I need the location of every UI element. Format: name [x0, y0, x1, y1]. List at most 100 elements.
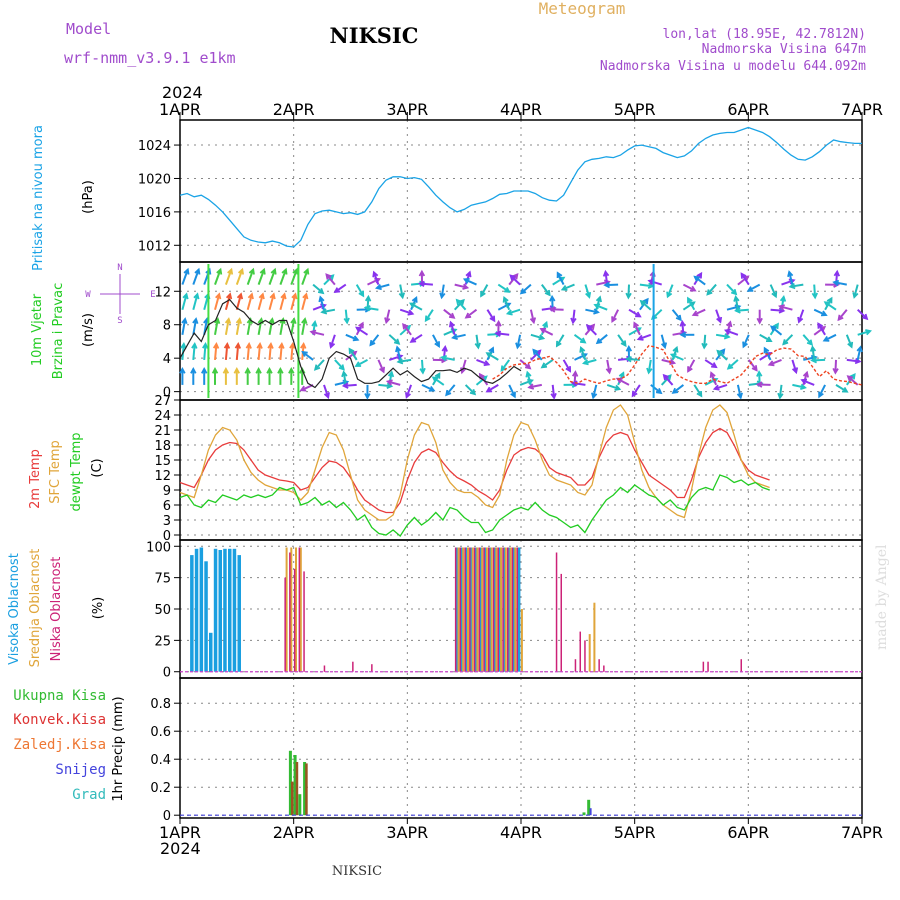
- wind-arrow-head: [248, 267, 255, 275]
- low-cloud-ylabel: Niska Oblacnost: [49, 557, 64, 662]
- wind-arrow-head: [593, 308, 600, 315]
- x-tick-label-bottom: 5APR: [614, 823, 656, 842]
- wind-arrow-head: [192, 317, 199, 324]
- y-tick-label: 1012: [138, 239, 171, 254]
- wind-arrow-head: [635, 311, 642, 318]
- wind-arrow-head: [723, 333, 731, 340]
- wind-arrow: [647, 359, 652, 373]
- wind-arrow: [617, 334, 627, 347]
- wind-arrow-head: [579, 345, 586, 353]
- wind-arrow-head: [766, 336, 773, 343]
- wind-arrow-head: [387, 370, 395, 378]
- wind-arrow-head: [202, 342, 209, 349]
- wind-arrow: [663, 374, 674, 386]
- wind-arrow: [853, 284, 859, 298]
- legend-hail: Grad: [72, 787, 106, 803]
- wind-arrow-head: [585, 291, 592, 299]
- wind-arrow: [509, 274, 521, 286]
- wind-arrow: [405, 384, 413, 398]
- wind-arrow: [410, 302, 423, 311]
- wind-arrow-head: [494, 330, 502, 337]
- wind-arrow-head: [585, 324, 593, 331]
- wind-arrow: [692, 308, 706, 316]
- y-tick-label: 24: [154, 409, 171, 424]
- wind-arrow: [835, 384, 848, 393]
- high-cloud-bar: [223, 548, 227, 672]
- wind-arrow-head: [646, 367, 653, 375]
- wind-arrow-head: [348, 347, 355, 354]
- wind-arrow-head: [338, 364, 345, 371]
- page-title: NIKSIC: [330, 23, 419, 48]
- low-cloud-bar: [702, 661, 705, 672]
- wind-arrow: [631, 384, 641, 397]
- high-cloud-bar: [228, 548, 232, 672]
- wind-arrow: [421, 359, 424, 373]
- wind-arrow: [424, 309, 434, 322]
- wind-arrow-head: [317, 287, 325, 295]
- wind-arrow: [824, 301, 837, 311]
- mid-cloud-bar: [295, 547, 297, 672]
- wind-arrow: [638, 333, 652, 341]
- wind-arrow: [325, 273, 336, 286]
- wind-arrow-head: [822, 335, 830, 342]
- wind-arrow-head: [216, 267, 223, 275]
- wind-arrow-head: [183, 267, 190, 275]
- total-precip-bar: [293, 755, 297, 816]
- wind-arrow-head: [689, 285, 697, 292]
- wind-arrow-head: [434, 341, 440, 348]
- wind-arrow-head: [341, 382, 349, 389]
- product-label: Meteogram: [539, 0, 626, 18]
- wind-arrow: [214, 269, 222, 285]
- year-bottom: 2024: [160, 839, 201, 858]
- low-cloud-bar: [502, 547, 504, 672]
- wind-arrow-head: [846, 375, 854, 382]
- wind-arrow: [671, 309, 682, 321]
- plot-layer: 1012101610201024048120369121518212427025…: [138, 100, 883, 842]
- wind-arrow: [192, 343, 196, 360]
- wind-arrow: [301, 269, 309, 285]
- wind-arrow: [660, 374, 672, 386]
- wind-arrow-head: [810, 357, 817, 364]
- low-cloud-bar: [707, 661, 709, 672]
- model-name: wrf-nmm_v3.9.1 e1km: [64, 49, 236, 67]
- wind-arrow-head: [611, 316, 617, 323]
- low-cloud-bar: [516, 547, 518, 672]
- wind-arrow-head: [201, 367, 208, 374]
- wind-arrow-head: [465, 270, 472, 278]
- wind-arrow-head: [182, 292, 189, 300]
- wind-arrow-head: [485, 386, 493, 393]
- wind-arrow-head: [474, 342, 481, 350]
- wind-arrow: [556, 334, 565, 347]
- wind-arrow-head: [687, 296, 693, 304]
- high-cloud-bar: [483, 547, 488, 672]
- wind-arrow: [715, 309, 722, 323]
- wind-arrow-head: [730, 288, 738, 296]
- wind-arrow: [376, 283, 390, 289]
- wind-arrow: [552, 276, 565, 286]
- wind-arrow-head: [329, 342, 336, 349]
- wind-arrow-head: [270, 267, 277, 275]
- wind-arrow-head: [227, 267, 234, 275]
- temp-unit: (C): [90, 458, 105, 477]
- wind-arrow-head: [300, 342, 307, 349]
- wind-arrow: [465, 308, 478, 319]
- wind-arrow-head: [269, 292, 276, 300]
- wind-arrow: [770, 325, 783, 336]
- wind-arrow-head: [268, 317, 275, 324]
- wind-arrow: [388, 334, 400, 345]
- high-cloud-bar: [209, 632, 213, 672]
- wind-arrow-head: [352, 335, 360, 342]
- high-cloud-bar: [488, 547, 492, 672]
- model-label: Model: [66, 20, 111, 38]
- wind-arrow-head: [772, 322, 779, 330]
- wind-arrow: [334, 283, 347, 293]
- wind-arrow-head: [847, 341, 854, 349]
- wind-arrow: [726, 283, 737, 295]
- x-tick-label-top: 3APR: [386, 100, 428, 119]
- wind-arrow-head: [441, 345, 448, 352]
- wind-arrow-head: [618, 371, 625, 379]
- wind-arrow-head: [736, 392, 743, 400]
- y-tick-label: 18: [154, 439, 171, 454]
- wind-arrow-head: [411, 295, 418, 303]
- wind-arrow: [279, 293, 286, 310]
